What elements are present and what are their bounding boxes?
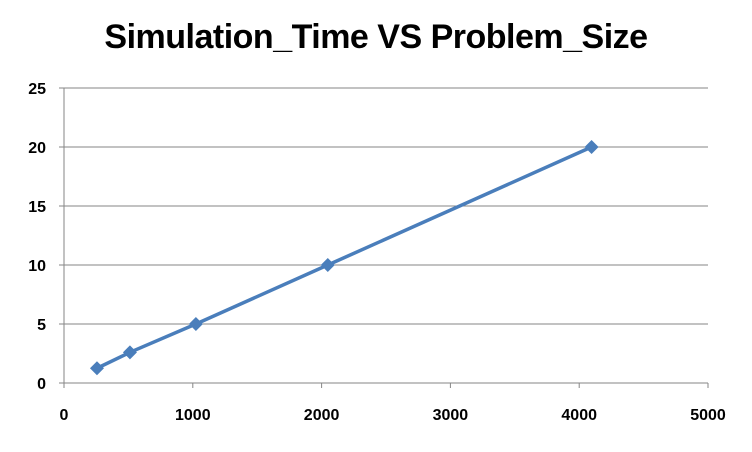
- x-tick-label-0: 0: [60, 407, 69, 424]
- data-point-0-4: [584, 140, 599, 154]
- series-layer: [89, 140, 599, 376]
- x-tick-label-5000: 5000: [690, 407, 726, 424]
- data-point-0-2: [188, 317, 203, 331]
- data-point-0-1: [122, 345, 137, 360]
- axes: [59, 87, 709, 388]
- x-tick-label-1000: 1000: [175, 407, 211, 424]
- gridlines: [64, 87, 708, 325]
- x-tick-label-3000: 3000: [433, 407, 469, 424]
- y-tick-label-10: 10: [28, 258, 46, 275]
- y-tick-label-0: 0: [37, 376, 46, 393]
- data-point-0-0: [89, 361, 104, 376]
- data-point-0-3: [320, 258, 335, 272]
- y-tick-label-20: 20: [28, 140, 46, 157]
- y-tick-label-5: 5: [37, 317, 46, 334]
- x-tick-label-2000: 2000: [304, 407, 340, 424]
- y-tick-label-15: 15: [28, 199, 46, 216]
- x-tick-label-4000: 4000: [561, 407, 597, 424]
- chart-title: Simulation_Time VS Problem_Size: [104, 18, 648, 56]
- y-tick-label-25: 25: [28, 81, 46, 98]
- tick-labels: 0 5 10 15 20 25 0 1000 2000 3000 4000 5000: [28, 81, 726, 424]
- series-line-0: [96, 145, 593, 370]
